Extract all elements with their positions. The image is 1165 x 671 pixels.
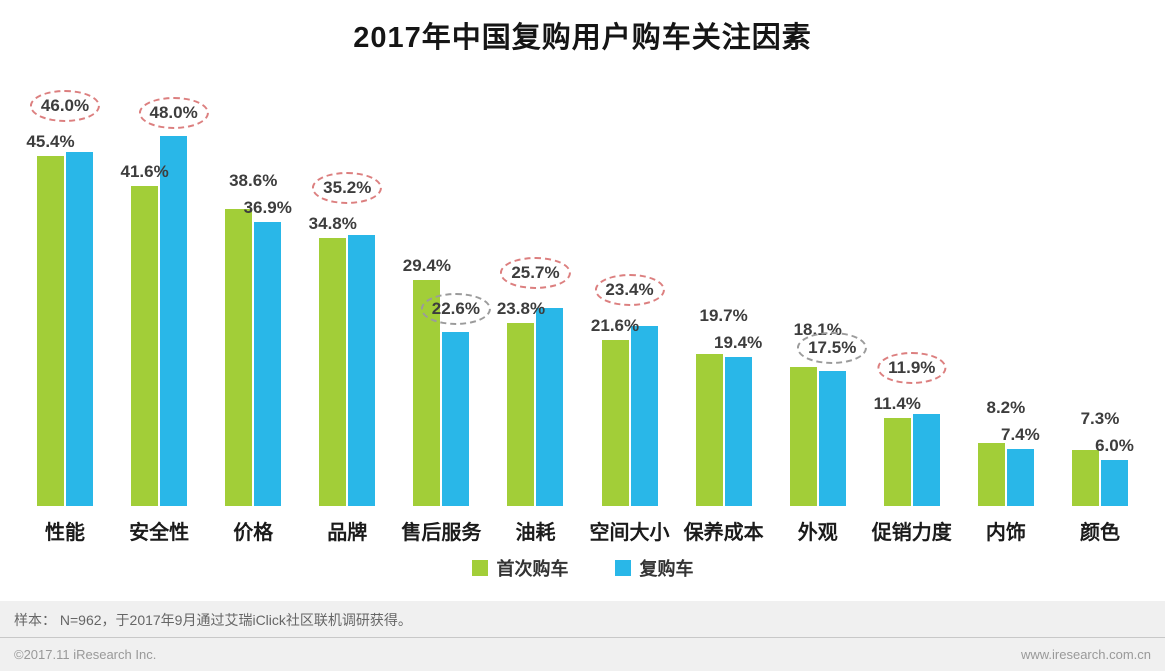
value-label-repurchase: 48.0% <box>138 97 209 130</box>
chart-legend: 首次购车 复购车 <box>0 551 1165 585</box>
value-label-repurchase: 6.0% <box>1095 435 1134 455</box>
value-label-first-purchase: 11.4% <box>873 394 921 414</box>
category-label: 外观 <box>797 522 838 544</box>
bar-repurchase <box>1006 449 1034 506</box>
category-label: 颜色 <box>1079 522 1120 544</box>
legend-swatch-first-purchase <box>471 560 488 576</box>
value-label-repurchase: 17.5% <box>797 332 868 365</box>
footer-divider <box>0 637 1165 638</box>
bar-repurchase <box>348 234 376 506</box>
value-label-first-purchase: 23.8% <box>496 298 546 318</box>
legend-label-first-purchase: 首次购车 <box>496 559 569 579</box>
value-label-first-purchase: 8.2% <box>986 398 1026 418</box>
legend-label-repurchase: 复购车 <box>639 559 694 579</box>
legend-swatch-repurchase <box>614 560 631 576</box>
bar-first-purchase <box>507 322 535 506</box>
value-label-first-purchase: 29.4% <box>402 255 451 275</box>
legend-item-first-purchase: 首次购车 <box>471 555 569 581</box>
category-label: 保养成本 <box>683 522 764 544</box>
footer-spacer <box>0 585 1165 601</box>
category-label: 售后服务 <box>401 522 482 544</box>
value-label-first-purchase: 7.3% <box>1080 408 1120 428</box>
bar-repurchase <box>442 331 470 506</box>
bar-first-purchase <box>789 366 817 506</box>
value-label-repurchase: 46.0% <box>29 90 101 123</box>
bar-first-purchase <box>977 442 1005 506</box>
bar-repurchase <box>160 136 188 506</box>
category-label: 促销力度 <box>871 522 952 544</box>
value-label-first-purchase: 38.6% <box>229 170 278 190</box>
legend-item-repurchase: 复购车 <box>614 555 694 581</box>
category-label: 空间大小 <box>589 522 670 544</box>
category-label: 价格 <box>233 522 274 544</box>
bar-chart-plot: 45.4% 46.0% 性能 41.6% 48.0% 安全性 38.6% 36.9% 价格 34.… <box>18 56 1147 551</box>
bar-first-purchase <box>319 238 347 506</box>
value-label-repurchase: 35.2% <box>312 172 383 205</box>
bar-first-purchase <box>601 339 629 506</box>
footer-bottom-row: ©2017.11 iResearch Inc. www.iresearch.co… <box>0 638 1165 671</box>
category-label: 油耗 <box>515 522 556 544</box>
bar-first-purchase <box>225 208 253 506</box>
value-label-repurchase: 7.4% <box>1001 425 1040 445</box>
value-label-repurchase: 22.6% <box>420 292 491 325</box>
bar-first-purchase <box>131 185 159 506</box>
category-label: 内饰 <box>985 522 1026 544</box>
value-label-repurchase: 19.4% <box>714 332 763 352</box>
bar-first-purchase <box>1071 449 1099 506</box>
copyright-text: ©2017.11 iResearch Inc. <box>14 647 157 662</box>
bar-first-purchase <box>883 418 911 506</box>
value-label-repurchase: 23.4% <box>594 273 665 306</box>
chart-title: 2017年中国复购用户购车关注因素 <box>353 22 812 54</box>
value-label-first-purchase: 45.4% <box>26 132 75 152</box>
sample-note: 样本： N=962，于2017年9月通过艾瑞iClick社区联机调研获得。 <box>14 612 412 628</box>
bar-repurchase <box>254 221 282 506</box>
bar-repurchase <box>1100 459 1128 506</box>
category-label: 性能 <box>45 522 86 544</box>
category-label: 安全性 <box>129 522 190 544</box>
bar-first-purchase <box>37 156 65 506</box>
value-label-repurchase: 36.9% <box>243 197 292 217</box>
bar-repurchase <box>66 151 94 506</box>
bar-repurchase <box>536 308 564 506</box>
value-label-first-purchase: 34.8% <box>308 214 357 234</box>
value-label-repurchase: 25.7% <box>500 256 571 289</box>
bar-repurchase <box>630 325 658 506</box>
value-label-first-purchase: 41.6% <box>120 161 169 181</box>
bar-repurchase <box>912 414 940 506</box>
footer: 样本： N=962，于2017年9月通过艾瑞iClick社区联机调研获得。 ©2… <box>0 601 1165 671</box>
bar-repurchase <box>724 356 752 506</box>
bar-repurchase <box>818 371 846 506</box>
category-label: 品牌 <box>327 522 368 544</box>
value-label-repurchase: 11.9% <box>877 352 947 385</box>
website-link[interactable]: www.iresearch.com.cn <box>1020 647 1151 662</box>
value-label-first-purchase: 21.6% <box>590 315 640 335</box>
value-label-first-purchase: 19.7% <box>699 305 748 325</box>
bar-first-purchase <box>695 354 723 506</box>
